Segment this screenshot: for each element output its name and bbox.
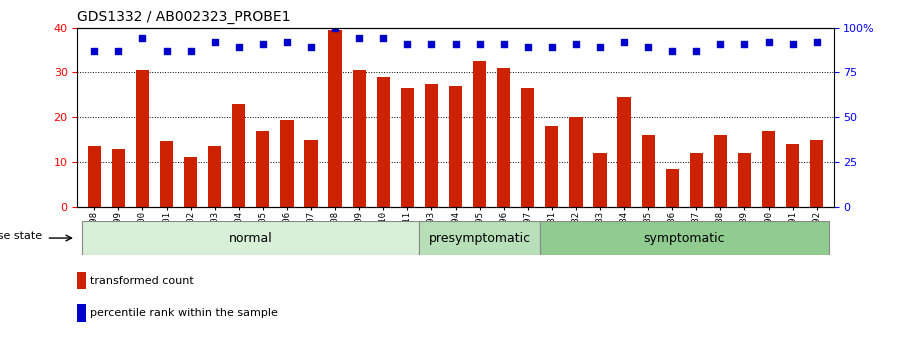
Point [87,48,102,54]
Point [352,36,366,41]
Bar [77,272,86,289]
Bar [713,135,727,207]
Bar [401,88,414,207]
Bar [160,141,173,207]
Bar [666,169,679,207]
Bar [329,30,342,207]
Bar [473,61,486,207]
Bar [521,88,535,207]
Point [496,41,511,47]
Bar [419,221,540,255]
Bar [810,140,824,207]
Bar [497,68,510,207]
Point [665,48,680,54]
Point [617,39,631,45]
Point [135,36,149,41]
Bar [762,131,775,207]
Text: percentile rank within the sample: percentile rank within the sample [90,308,278,318]
Point [520,45,535,50]
Text: presymptomatic: presymptomatic [428,231,530,245]
Point [425,41,439,47]
Point [472,41,486,47]
Point [568,41,583,47]
Bar [304,140,318,207]
Bar [281,119,293,207]
Point [183,48,198,54]
Point [159,48,174,54]
Bar [593,153,607,207]
Bar [87,146,101,207]
Bar [82,221,419,255]
Point [376,36,391,41]
Bar [545,126,558,207]
Point [231,45,246,50]
Text: GDS1332 / AB002323_PROBE1: GDS1332 / AB002323_PROBE1 [77,10,291,24]
Bar [77,304,86,322]
Bar [786,144,799,207]
Point [111,48,126,54]
Point [545,45,559,50]
Point [303,45,318,50]
Point [593,45,608,50]
Point [713,41,728,47]
Point [448,41,463,47]
Bar [136,70,149,207]
Bar [738,153,751,207]
Point [400,41,415,47]
Point [689,48,703,54]
Bar [641,135,655,207]
Point [256,41,271,47]
Text: disease state: disease state [0,231,43,241]
Bar [208,146,221,207]
Point [737,41,752,47]
Bar [256,131,270,207]
Bar [449,86,462,207]
Bar [376,77,390,207]
Bar [690,153,703,207]
Bar [184,157,198,207]
Text: symptomatic: symptomatic [643,231,725,245]
Point [328,25,343,30]
Point [280,39,294,45]
Bar [540,221,829,255]
Bar [353,70,366,207]
Bar [425,83,438,207]
Point [208,39,222,45]
Point [640,45,655,50]
Bar [569,117,582,207]
Point [762,39,776,45]
Bar [618,97,630,207]
Bar [232,104,245,207]
Text: normal: normal [229,231,272,245]
Point [785,41,800,47]
Bar [112,149,125,207]
Point [809,39,824,45]
Text: transformed count: transformed count [90,276,194,286]
